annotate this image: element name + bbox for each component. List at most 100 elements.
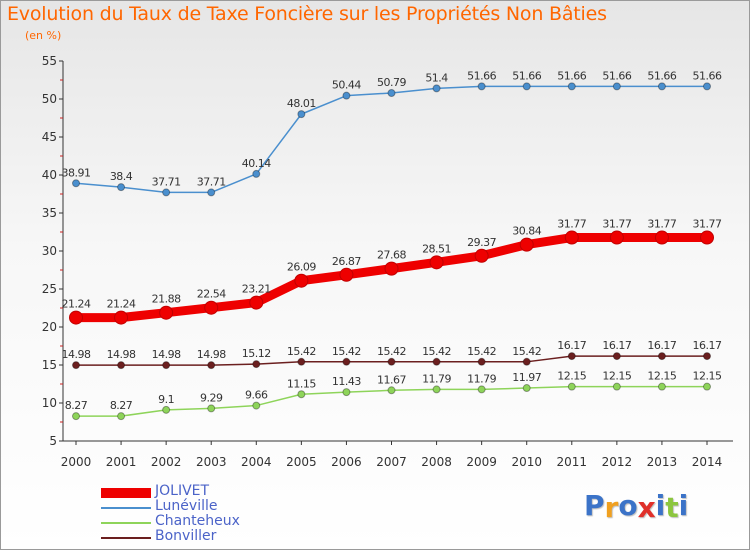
data-point-lun-ville — [477, 82, 486, 91]
chart-title: Evolution du Taux de Taxe Foncière sur l… — [7, 3, 607, 25]
data-label-bonviller: 15.42 — [512, 345, 541, 358]
data-point-bonviller — [117, 361, 126, 370]
y-tick-label: 30 — [42, 244, 57, 258]
x-tick-label: 2008 — [421, 455, 452, 469]
x-tick-label: 2003 — [196, 455, 227, 469]
data-label-chanteheux: 11.67 — [377, 373, 406, 386]
data-point-chanteheux — [162, 405, 171, 414]
data-point-jolivet — [69, 310, 83, 325]
data-label-chanteheux: 11.43 — [332, 375, 361, 388]
data-point-chanteheux — [657, 382, 666, 391]
data-point-lun-ville — [117, 183, 126, 192]
data-label-lun-ville: 38.4 — [110, 170, 133, 183]
data-point-bonviller — [342, 357, 351, 366]
data-point-chanteheux — [522, 384, 531, 393]
data-point-jolivet — [249, 295, 264, 310]
x-tick-label: 2002 — [151, 455, 182, 469]
x-tick-label: 2009 — [466, 455, 497, 469]
data-point-lun-ville — [252, 169, 261, 178]
data-point-jolivet — [609, 230, 624, 245]
data-point-lun-ville — [522, 82, 531, 91]
legend-swatch-jolivet — [101, 488, 151, 498]
data-label-lun-ville: 40.14 — [242, 157, 271, 170]
data-label-bonviller: 14.98 — [152, 348, 181, 361]
data-label-jolivet: 31.77 — [647, 218, 676, 231]
data-point-chanteheux — [297, 390, 306, 399]
data-label-jolivet: 26.09 — [287, 261, 316, 274]
data-point-chanteheux — [72, 412, 80, 421]
data-point-chanteheux — [342, 388, 351, 397]
data-label-jolivet: 30.84 — [512, 225, 541, 238]
data-label-jolivet: 31.77 — [602, 218, 631, 231]
x-tick-label: 2012 — [602, 455, 633, 469]
data-point-bonviller — [522, 357, 531, 366]
data-point-jolivet — [339, 267, 354, 282]
data-point-jolivet — [294, 273, 309, 288]
y-tick-label: 50 — [42, 92, 57, 106]
data-label-chanteheux: 11.97 — [512, 371, 541, 384]
data-label-lun-ville: 51.66 — [467, 69, 496, 82]
data-point-chanteheux — [387, 386, 396, 395]
data-label-chanteheux: 9.29 — [200, 391, 223, 404]
data-point-lun-ville — [567, 82, 576, 91]
y-tick-label: 40 — [42, 168, 57, 182]
x-tick-label: 2014 — [692, 455, 723, 469]
data-label-lun-ville: 38.91 — [62, 166, 91, 179]
data-point-bonviller — [162, 361, 171, 370]
y-tick-label: 25 — [42, 282, 57, 296]
data-point-lun-ville — [297, 110, 306, 119]
data-point-lun-ville — [387, 88, 396, 97]
x-tick-label: 2006 — [331, 455, 362, 469]
data-point-jolivet — [384, 261, 399, 276]
data-label-bonviller: 14.98 — [107, 348, 136, 361]
data-point-chanteheux — [703, 382, 711, 391]
x-tick-label: 2005 — [286, 455, 317, 469]
proxiti-logo: Proxiti — [584, 489, 689, 524]
data-label-chanteheux: 8.27 — [65, 399, 88, 412]
data-point-lun-ville — [432, 84, 441, 93]
data-point-bonviller — [297, 357, 306, 366]
data-label-chanteheux: 9.1 — [158, 393, 174, 406]
data-label-jolivet: 26.87 — [332, 255, 361, 268]
logo-letter: P — [584, 489, 605, 522]
data-label-lun-ville: 37.71 — [197, 175, 226, 188]
legend-label-chanteheux: Chanteheux — [155, 513, 240, 529]
data-point-bonviller — [72, 361, 80, 370]
data-point-bonviller — [432, 357, 441, 366]
y-tick-label: 5 — [49, 434, 57, 448]
data-point-lun-ville — [207, 188, 216, 197]
data-point-chanteheux — [567, 382, 576, 391]
data-label-lun-ville: 48.01 — [287, 97, 316, 110]
data-point-chanteheux — [207, 404, 216, 413]
x-tick-label: 2007 — [376, 455, 407, 469]
x-tick-label: 2004 — [241, 455, 272, 469]
y-tick-label: 35 — [42, 206, 57, 220]
data-label-chanteheux: 12.15 — [557, 370, 586, 383]
data-label-bonviller: 14.98 — [197, 348, 226, 361]
x-tick-label: 2000 — [61, 455, 92, 469]
logo-letter: i — [678, 489, 689, 522]
data-point-jolivet — [474, 248, 489, 263]
data-point-jolivet — [114, 310, 129, 325]
y-tick-label: 15 — [42, 358, 57, 372]
data-label-lun-ville: 51.66 — [512, 69, 541, 82]
data-point-chanteheux — [252, 401, 261, 410]
data-point-lun-ville — [657, 82, 666, 91]
data-label-lun-ville: 50.44 — [332, 79, 361, 92]
data-point-chanteheux — [612, 382, 621, 391]
data-point-jolivet — [654, 230, 669, 245]
data-point-jolivet — [519, 237, 534, 252]
data-label-jolivet: 28.51 — [422, 242, 451, 255]
legend-swatch-lun-ville — [101, 507, 151, 509]
data-point-lun-ville — [612, 82, 621, 91]
data-point-bonviller — [657, 352, 666, 361]
data-point-lun-ville — [703, 82, 711, 91]
data-point-lun-ville — [162, 188, 171, 197]
data-label-jolivet: 31.77 — [557, 218, 586, 231]
data-point-bonviller — [612, 352, 621, 361]
data-label-bonviller: 16.17 — [693, 339, 722, 352]
data-label-chanteheux: 11.79 — [467, 372, 496, 385]
legend-label-lun-ville: Lunéville — [155, 498, 218, 514]
